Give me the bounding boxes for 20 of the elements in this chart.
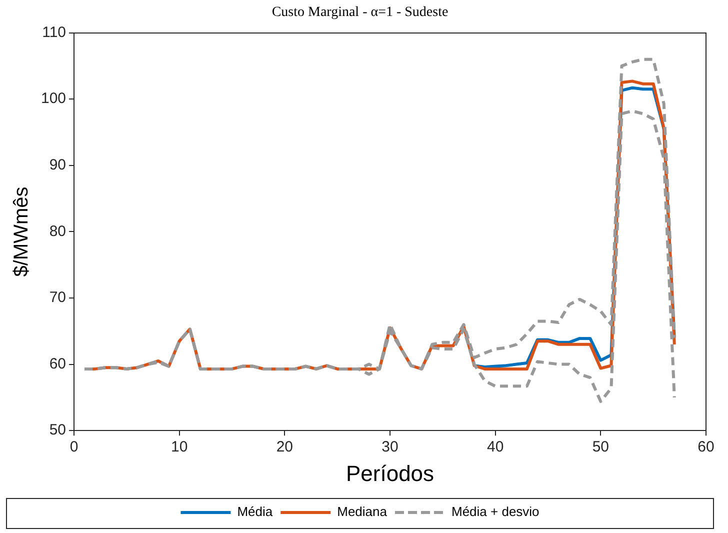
x-tick-label: 50 [592,438,610,456]
y-tick-label: 50 [49,422,66,439]
chart-title: Custo Marginal - α=1 - Sudeste [272,5,448,20]
y-tick-label: 70 [49,289,66,306]
y-axis-title: $/MWmês [10,186,33,277]
x-tick-label: 10 [171,438,188,456]
x-tick-label: 40 [487,438,504,456]
legend-label: Média [237,504,274,520]
y-tick-label: 110 [42,24,66,41]
x-tick-label: 60 [698,438,714,456]
x-tick-label: 30 [382,438,398,456]
legend-label: Mediana [337,504,388,520]
legend-label: Média + desvio [451,504,540,520]
y-tick-label: 90 [49,156,66,174]
y-tick-label: 60 [49,355,66,372]
x-tick-label: 0 [70,438,78,456]
y-tick-label: 100 [40,90,66,108]
y-tick-label: 80 [49,222,66,240]
x-axis-title: Períodos [346,460,434,486]
x-tick-label: 20 [276,438,294,456]
